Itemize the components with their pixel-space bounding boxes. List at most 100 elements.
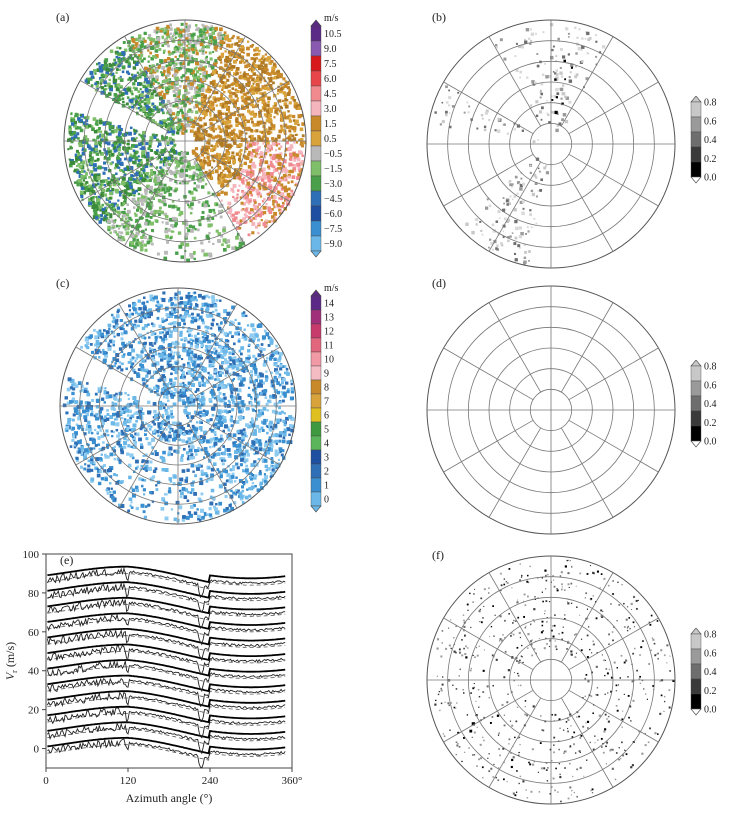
echo-pixel	[149, 136, 154, 141]
echo-pixel	[193, 187, 197, 191]
echo-pixel	[90, 186, 94, 191]
echo-pixel	[284, 169, 288, 173]
echo-pixel	[96, 206, 101, 210]
panel-label-a: (a)	[56, 10, 70, 24]
echo-pixel	[222, 238, 227, 243]
echo-pixel	[297, 114, 302, 119]
echo-pixel	[250, 138, 254, 143]
echo-pixel	[263, 91, 267, 94]
echo-pixel	[84, 140, 89, 145]
echo-pixel	[164, 80, 167, 83]
echo-pixel	[259, 214, 262, 218]
echo-pixel	[212, 38, 215, 41]
echo-pixel	[73, 138, 76, 141]
echo-pixel	[150, 112, 154, 116]
echo-pixel	[181, 151, 184, 155]
echo-pixel	[480, 229, 483, 232]
echo-pixel	[190, 255, 194, 259]
echo-pixel	[163, 202, 167, 207]
panel-label-c: (c)	[56, 276, 70, 290]
echo-pixel	[161, 134, 164, 137]
echo-pixel	[195, 110, 199, 114]
echo-pixel	[250, 57, 254, 61]
echo-pixel	[268, 107, 273, 112]
echo-pixel	[140, 59, 144, 63]
echo-pixel	[134, 234, 138, 238]
echo-pixel	[174, 205, 178, 208]
echo-pixel	[221, 81, 225, 84]
echo-pixel	[250, 154, 254, 158]
echo-pixel	[196, 78, 201, 82]
echo-pixel	[106, 141, 111, 146]
echo-pixel	[202, 77, 206, 82]
echo-pixel	[146, 179, 150, 183]
echo-pixel	[261, 60, 265, 65]
echo-pixel	[232, 195, 235, 199]
echo-pixel	[74, 113, 79, 118]
echo-pixel	[194, 103, 199, 108]
echo-pixel	[126, 203, 129, 206]
echo-pixel	[258, 130, 261, 133]
echo-pixel	[118, 129, 121, 132]
echo-pixel	[275, 144, 279, 147]
echo-pixel	[279, 210, 284, 214]
echo-pixel	[146, 98, 150, 102]
echo-pixel	[586, 31, 590, 36]
echo-pixel	[225, 67, 229, 71]
echo-pixel	[280, 193, 283, 196]
echo-pixel	[186, 165, 190, 168]
echo-pixel	[214, 100, 217, 104]
echo-pixel	[239, 148, 243, 152]
echo-pixel	[84, 182, 88, 185]
echo-pixel	[256, 123, 260, 127]
echo-pixel	[105, 212, 109, 216]
echo-pixel	[85, 189, 88, 193]
echo-pixel	[529, 209, 532, 212]
echo-pixel	[181, 114, 185, 118]
echo-pixel	[103, 184, 107, 187]
echo-pixel	[181, 39, 185, 43]
echo-pixel	[221, 97, 226, 101]
echo-pixel	[174, 92, 179, 96]
echo-pixel	[293, 102, 297, 105]
echo-pixel	[139, 51, 143, 54]
echo-pixel	[200, 215, 205, 220]
echo-pixel	[264, 160, 269, 165]
echo-pixel	[104, 136, 108, 140]
echo-pixel	[202, 125, 205, 128]
echo-pixel	[149, 215, 153, 219]
echo-pixel	[161, 187, 166, 192]
echo-pixel	[156, 70, 159, 73]
echo-pixel	[451, 105, 455, 108]
echo-pixel	[80, 159, 83, 162]
echo-pixel	[202, 160, 207, 164]
echo-pixel	[236, 134, 239, 137]
echo-pixel	[539, 96, 542, 99]
echo-pixel	[226, 78, 230, 82]
echo-pixel	[77, 117, 81, 121]
echo-pixel	[135, 242, 139, 246]
echo-pixel	[160, 174, 164, 177]
echo-pixel	[189, 44, 193, 48]
echo-pixel	[207, 88, 210, 91]
echo-pixel	[280, 126, 284, 130]
echo-pixel	[283, 116, 287, 120]
echo-pixel	[144, 188, 148, 193]
echo-pixel	[220, 34, 223, 38]
panel-label-b: (b)	[432, 10, 446, 24]
echo-pixel	[103, 141, 108, 145]
echo-pixel	[167, 57, 171, 61]
echo-pixel	[176, 27, 180, 32]
echo-pixel	[264, 152, 268, 155]
echo-pixel	[193, 42, 197, 47]
echo-pixel	[257, 213, 261, 217]
echo-pixel	[245, 132, 248, 135]
azimuth-spoke	[568, 153, 659, 207]
echo-pixel	[238, 244, 243, 249]
echo-pixel	[274, 104, 277, 107]
echo-pixel	[195, 165, 200, 169]
echo-pixel	[235, 246, 239, 251]
echo-pixel	[233, 128, 236, 132]
echo-pixel	[509, 235, 512, 238]
echo-pixel	[205, 234, 210, 239]
